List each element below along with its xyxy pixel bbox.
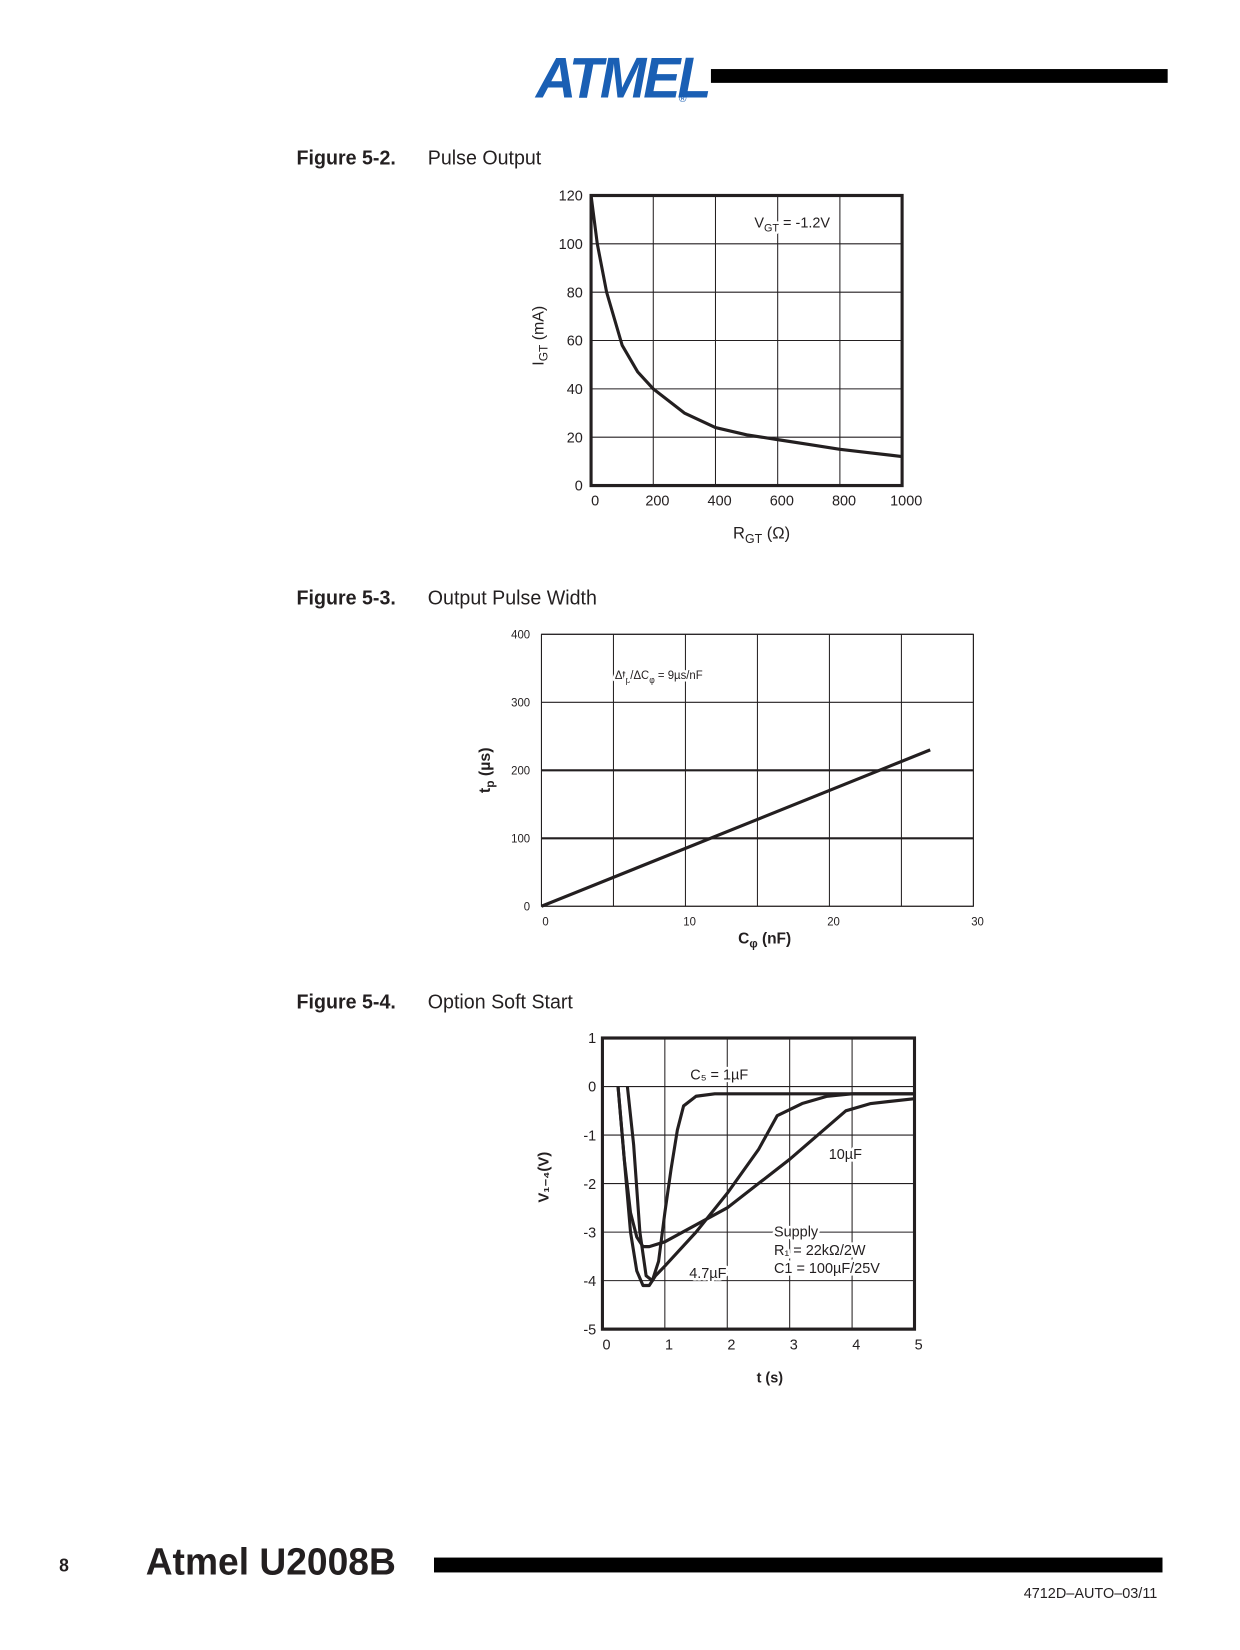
note-line: Supply [774, 1225, 819, 1241]
y-axis-label: tp (µs) [477, 747, 497, 793]
x-axis-label-part: R [733, 523, 745, 542]
y-tick-label: 1 [588, 1031, 596, 1047]
annotation-part: φ [649, 675, 655, 685]
y-tick-label: 100 [559, 237, 583, 253]
note-line: R₁ = 22kΩ/2W [774, 1243, 866, 1259]
y-axis-label: IGT (mA) [531, 306, 551, 366]
x-tick-label: 4 [852, 1337, 860, 1353]
data-line [616, 1086, 915, 1288]
y-tick-label: 0 [588, 1080, 596, 1096]
y-axis-label-part: t [477, 787, 494, 793]
annotation-part: = 9µs/nF [655, 670, 703, 682]
series-label: 4.7µF [689, 1266, 726, 1282]
footer-title: Atmel U2008B [146, 1540, 396, 1583]
footer-bar [434, 1557, 1163, 1573]
x-tick-label: 200 [645, 494, 669, 510]
y-tick-label: -1 [583, 1128, 596, 1144]
y-tick-label: 80 [567, 285, 583, 301]
x-tick-label: 30 [971, 916, 984, 928]
x-tick-label: 5 [915, 1337, 923, 1353]
y-axis-label-part: GT [538, 345, 551, 362]
data-line [589, 195, 903, 459]
data-line [540, 748, 931, 908]
y-tick-label: 0 [524, 901, 530, 913]
y-axis-label: V₁₋₄(V) [537, 1152, 553, 1203]
data-line [625, 1086, 915, 1283]
data-line [616, 1086, 915, 1249]
annotation-part: V [754, 215, 764, 231]
y-tick-label: 60 [567, 334, 583, 350]
x-tick-label: 0 [603, 1337, 611, 1353]
x-axis-label: Cφ (nF) [738, 930, 791, 950]
y-tick-label: -5 [583, 1322, 596, 1338]
y-axis-label-part: (µs) [477, 747, 494, 780]
annotation: VGT = -1.2V [754, 215, 830, 234]
y-tick-label: 300 [511, 697, 530, 709]
x-tick-label: 10 [683, 916, 696, 928]
logo: ATMEL [534, 46, 709, 110]
annotation-part: Δt [615, 670, 627, 682]
series-label: 10µF [829, 1147, 862, 1163]
y-tick-label: 100 [511, 833, 530, 845]
plot-frame [600, 1036, 917, 1331]
y-tick-label: 120 [559, 189, 583, 205]
x-axis-label-part: (Ω) [762, 523, 790, 542]
series-label: C₅ = 1µF [690, 1067, 748, 1083]
annotation: Δtp/ΔCφ = 9µs/nF [615, 670, 703, 685]
figure-caption: Pulse Output [428, 147, 542, 169]
y-axis-label-part: V₁₋₄(V) [537, 1152, 553, 1203]
plot-frame [540, 633, 974, 907]
figure-label: Figure 5-4. [297, 991, 396, 1013]
y-axis-label-part: I [531, 361, 548, 365]
x-tick-label: 400 [708, 494, 732, 510]
x-tick-label: 0 [542, 916, 548, 928]
figure-caption: Option Soft Start [428, 991, 574, 1013]
header-bar [710, 69, 1168, 83]
x-axis-label-part: (nF) [758, 930, 792, 947]
figure-label: Figure 5-2. [297, 147, 396, 169]
y-tick-label: -2 [583, 1177, 596, 1193]
y-tick-label: 200 [511, 765, 530, 777]
x-tick-label: 2 [727, 1337, 735, 1353]
logo-mark: ® [679, 94, 687, 105]
annotation-part: /ΔC [630, 670, 649, 682]
x-tick-label: 3 [790, 1337, 798, 1353]
y-tick-label: -3 [583, 1225, 596, 1241]
y-tick-label: 0 [575, 479, 583, 495]
x-tick-label: 1000 [890, 494, 922, 510]
page-number: 8 [59, 1555, 69, 1575]
x-axis-label-part: t (s) [757, 1370, 784, 1386]
y-tick-label: 40 [567, 382, 583, 398]
figure-label: Figure 5-3. [297, 587, 396, 609]
x-tick-label: 800 [832, 494, 856, 510]
annotation-part: GT [764, 222, 779, 234]
note-line: C1 = 100µF/25V [774, 1261, 880, 1277]
x-tick-label: 600 [770, 494, 794, 510]
x-tick-label: 20 [827, 916, 840, 928]
x-tick-label: 1 [665, 1337, 673, 1353]
doc-id: 4712D–AUTO–03/11 [1024, 1586, 1158, 1602]
x-axis-label: t (s) [757, 1370, 784, 1386]
x-axis-label: RGT (Ω) [733, 523, 790, 545]
plot-frame [589, 193, 904, 488]
y-tick-label: -4 [583, 1274, 596, 1290]
figure-caption: Output Pulse Width [428, 587, 597, 609]
y-tick-label: 20 [567, 430, 583, 446]
annotation-part: p [626, 675, 631, 685]
x-axis-label-part: GT [745, 532, 763, 546]
y-tick-label: 400 [511, 629, 530, 641]
x-tick-label: 0 [591, 494, 599, 510]
annotation-part: = -1.2V [779, 215, 830, 231]
x-axis-label-part: φ [749, 938, 757, 951]
y-axis-label-part: p [484, 781, 497, 788]
x-axis-label-part: C [738, 930, 749, 947]
y-axis-label-part: (mA) [531, 306, 548, 345]
